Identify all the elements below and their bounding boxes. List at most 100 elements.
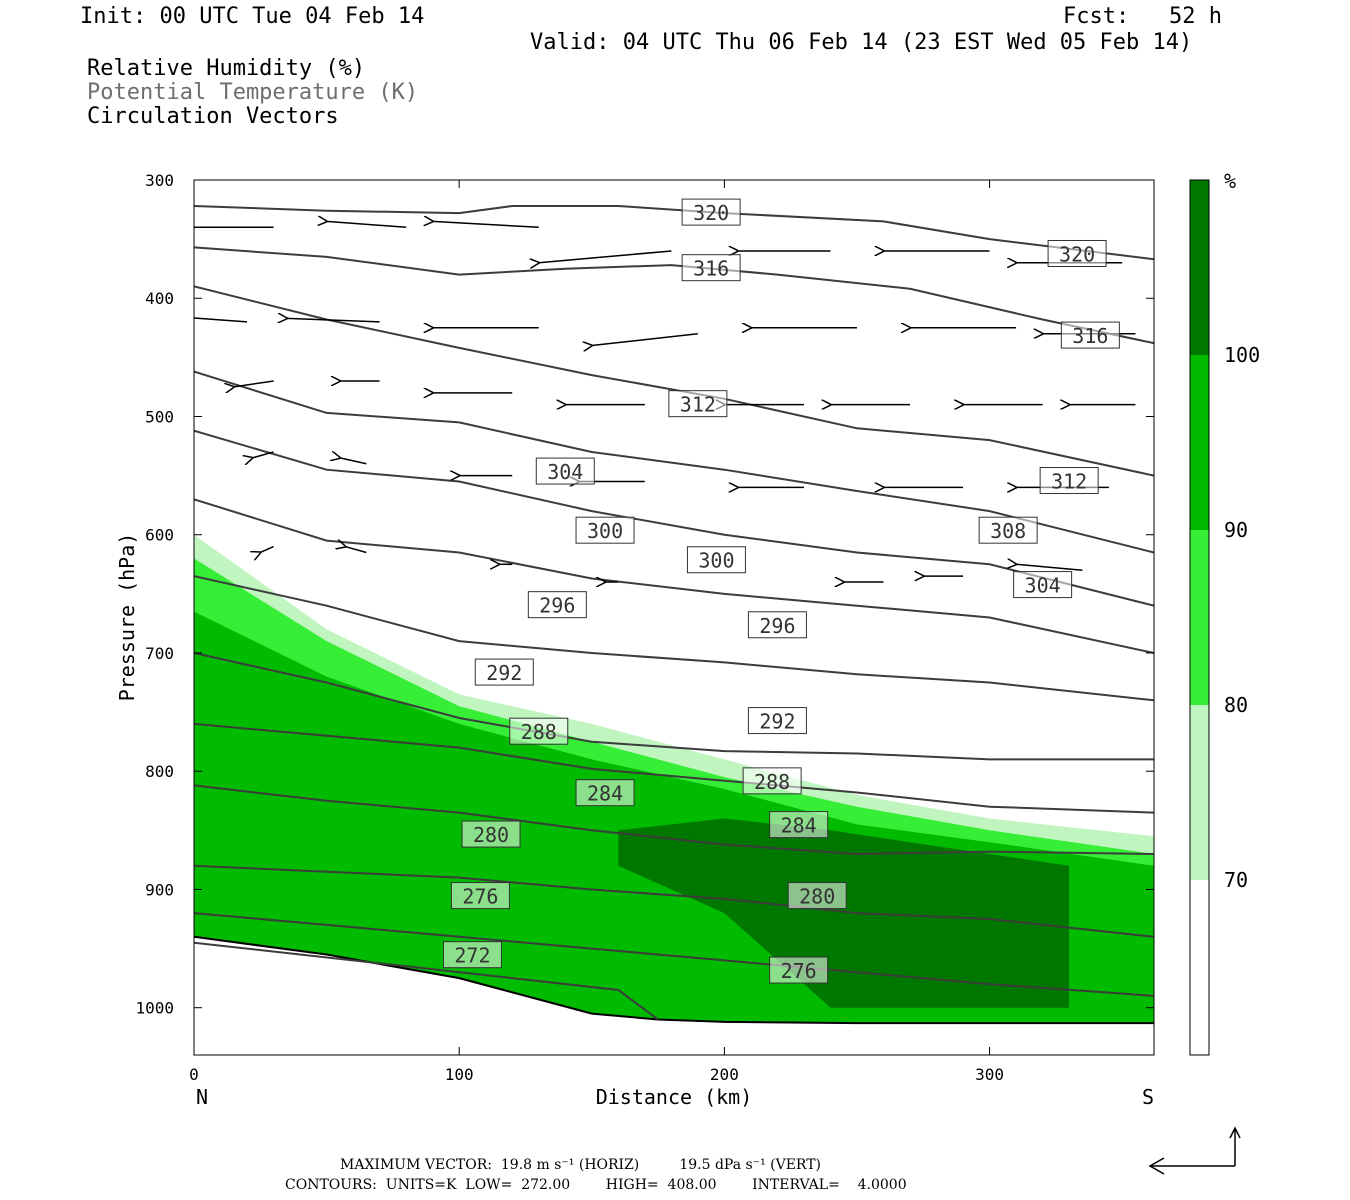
theta-label-box-276 bbox=[450, 882, 510, 910]
theta-label-box-320 bbox=[1047, 239, 1107, 267]
theta-label-284: 284 bbox=[781, 814, 817, 838]
colorbar-label: 80 bbox=[1224, 693, 1248, 717]
theta-label-296: 296 bbox=[759, 614, 795, 638]
x-axis-title: Distance (km) bbox=[596, 1085, 753, 1109]
axis-layer: 0 100 200 300 300 400 500 600 700 800 900 1000 bbox=[135, 171, 1154, 1084]
theta-contour-320 bbox=[194, 205, 1154, 261]
theta-label-box-296 bbox=[747, 611, 807, 639]
theta-label-316: 316 bbox=[1072, 324, 1108, 348]
theta-contour-304 bbox=[194, 429, 1154, 607]
theta-label-box-296 bbox=[527, 591, 587, 619]
theta-label-box-312 bbox=[1039, 467, 1099, 495]
theta-label-box-304 bbox=[535, 457, 595, 485]
field-theta-label: Potential Temperature (K) bbox=[87, 80, 419, 105]
theta-contour-316 bbox=[194, 246, 1154, 345]
y-tick-label: 1000 bbox=[135, 999, 174, 1018]
theta-label-280: 280 bbox=[799, 885, 835, 909]
theta-label-316: 316 bbox=[693, 257, 729, 281]
theta-label-box-276 bbox=[769, 956, 829, 984]
x-tick-label: 300 bbox=[975, 1065, 1004, 1084]
theta-contour-300 bbox=[194, 498, 1154, 654]
field-rh-label: Relative Humidity (%) bbox=[87, 56, 366, 81]
rh-fill-rh100 bbox=[618, 818, 1070, 1008]
circulation-vector bbox=[345, 547, 367, 554]
theta-contour-288 bbox=[194, 722, 1154, 814]
colorbar-unit: % bbox=[1224, 169, 1236, 193]
theta-contour-272 bbox=[194, 941, 659, 1021]
theta-label-box-284 bbox=[769, 811, 829, 839]
theta-label-304: 304 bbox=[1025, 574, 1061, 598]
theta-label-304: 304 bbox=[547, 460, 583, 484]
theta-label-320: 320 bbox=[693, 201, 729, 225]
theta-label-box-292 bbox=[474, 658, 534, 686]
theta-label-box-280 bbox=[461, 820, 521, 848]
colorbar-segment bbox=[1190, 180, 1209, 355]
y-tick-label: 900 bbox=[145, 880, 174, 899]
contour-info-note: CONTOURS: UNITS=K LOW= 272.00 HIGH= 408.… bbox=[285, 1177, 907, 1193]
theta-label-292: 292 bbox=[759, 710, 795, 734]
circulation-vector bbox=[539, 250, 672, 263]
colorbar-frame bbox=[1189, 179, 1210, 1056]
theta-label-box-300 bbox=[686, 546, 746, 574]
y-axis-title: Pressure (hPa) bbox=[115, 533, 139, 702]
y-tick-label: 600 bbox=[145, 526, 174, 545]
circulation-vector bbox=[260, 545, 274, 553]
colorbar-segment bbox=[1190, 880, 1209, 1055]
field-vector-label: Circulation Vectors bbox=[87, 104, 339, 129]
theta-label-280: 280 bbox=[473, 823, 509, 847]
x-start-label: N bbox=[196, 1085, 208, 1109]
theta-label-276: 276 bbox=[462, 885, 498, 909]
y-tick-label: 300 bbox=[145, 171, 174, 190]
theta-label-box-300 bbox=[575, 516, 635, 544]
colorbar-segment bbox=[1190, 705, 1209, 880]
theta-label-box-308 bbox=[978, 516, 1038, 544]
theta-label-box-316 bbox=[681, 254, 741, 282]
x-tick-label: 200 bbox=[710, 1065, 739, 1084]
theta-label-300: 300 bbox=[698, 549, 734, 573]
theta-contour-292 bbox=[194, 652, 1154, 761]
circulation-vector bbox=[327, 221, 407, 229]
colorbar: 70 80 90 100 bbox=[1189, 179, 1260, 1056]
theta-label-284: 284 bbox=[587, 782, 623, 806]
colorbar-label: 100 bbox=[1224, 343, 1260, 367]
theta-label-296: 296 bbox=[539, 594, 575, 618]
theta-label-272: 272 bbox=[454, 944, 490, 968]
below-ground-mask bbox=[194, 936, 1154, 1055]
colorbar-label: 70 bbox=[1224, 868, 1248, 892]
max-vector-note: MAXIMUM VECTOR: 19.8 m s⁻¹ (HORIZ) 19.5 … bbox=[340, 1157, 822, 1173]
y-tick-label: 400 bbox=[145, 289, 174, 308]
x-end-label: S bbox=[1142, 1085, 1154, 1109]
x-tick-label: 100 bbox=[445, 1065, 474, 1084]
y-tick-label: 800 bbox=[145, 762, 174, 781]
theta-label-box-272 bbox=[442, 941, 502, 969]
theta-label-box-292 bbox=[747, 707, 807, 735]
x-tick-label: 0 bbox=[189, 1065, 199, 1084]
contour-label-layer: 320 320 316 316 312 312 308 304 304 300 300 296 296 2… bbox=[442, 198, 1120, 984]
theta-label-box-284 bbox=[575, 779, 635, 807]
theta-contour-284 bbox=[194, 784, 1154, 856]
theta-label-box-320 bbox=[681, 198, 741, 226]
theta-label-300: 300 bbox=[587, 519, 623, 543]
theta-contour-308 bbox=[194, 370, 1154, 554]
circulation-vector bbox=[234, 380, 274, 387]
theta-label-box-304 bbox=[1013, 571, 1073, 599]
theta-label-308: 308 bbox=[990, 519, 1026, 543]
circulation-vector bbox=[592, 332, 698, 346]
theta-label-box-288 bbox=[742, 767, 802, 795]
theta-label-box-280 bbox=[787, 882, 847, 910]
plot-frame bbox=[193, 179, 1155, 1056]
circulation-vector bbox=[252, 451, 274, 458]
theta-contour-layer bbox=[194, 205, 1154, 1021]
rh-fill-layer bbox=[194, 534, 1154, 1055]
y-tick-label: 500 bbox=[145, 407, 174, 426]
theta-contour-296 bbox=[194, 575, 1154, 702]
reference-vector-icon bbox=[1148, 1126, 1241, 1175]
circulation-vector bbox=[194, 317, 248, 323]
theta-label-box-312 bbox=[668, 390, 728, 418]
circulation-vector bbox=[1016, 564, 1083, 571]
theta-label-288: 288 bbox=[754, 770, 790, 794]
theta-label-292: 292 bbox=[486, 661, 522, 685]
colorbar-segment bbox=[1190, 530, 1209, 705]
colorbar-label: 90 bbox=[1224, 518, 1248, 542]
